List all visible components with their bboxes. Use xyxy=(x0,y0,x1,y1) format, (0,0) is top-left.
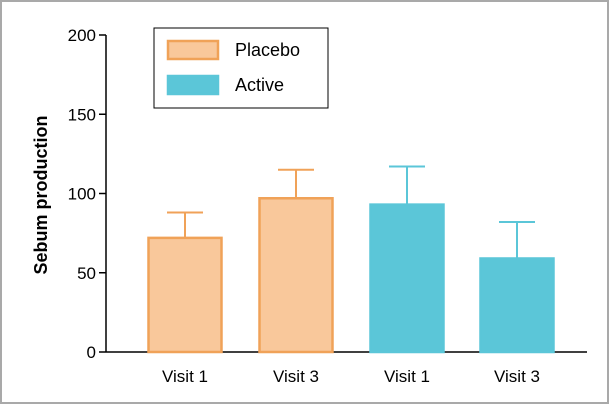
legend-label: Active xyxy=(235,75,284,95)
x-category-label: Visit 1 xyxy=(162,367,208,386)
legend-swatch xyxy=(166,39,220,61)
x-category-label: Visit 1 xyxy=(384,367,430,386)
bar-group: Visit 3 xyxy=(479,221,555,386)
x-category-label: Visit 3 xyxy=(494,367,540,386)
bar-group: Visit 3 xyxy=(258,168,334,386)
legend-item: Active xyxy=(166,74,284,96)
y-axis-title: Sebum production xyxy=(31,116,51,275)
x-category-label: Visit 3 xyxy=(273,367,319,386)
bar-placebo xyxy=(147,236,223,354)
y-tick-label: 100 xyxy=(68,185,96,204)
y-tick-label: 200 xyxy=(68,26,96,45)
y-tick-label: 50 xyxy=(77,264,96,283)
legend-swatch xyxy=(166,74,220,96)
bar-placebo xyxy=(258,197,334,354)
legend-item: Placebo xyxy=(166,39,300,61)
y-tick-label: 150 xyxy=(68,105,96,124)
legend-label: Placebo xyxy=(235,40,300,60)
bar-group: Visit 1 xyxy=(369,165,445,386)
y-tick-label: 0 xyxy=(87,343,96,362)
bar-active xyxy=(479,257,555,354)
bar-group: Visit 1 xyxy=(147,211,223,386)
bars: Visit 1 Visit 3 Visit 1 Visit 3 xyxy=(147,165,555,386)
bar-active xyxy=(369,203,445,354)
legend: Placebo Active xyxy=(153,27,329,109)
